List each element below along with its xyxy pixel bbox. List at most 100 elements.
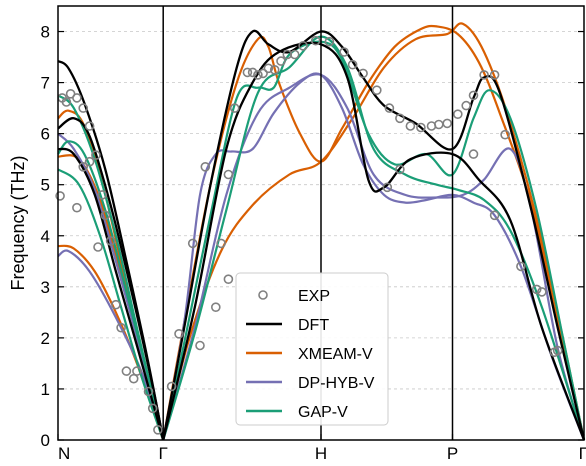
exp-point <box>537 287 547 297</box>
legend-label: DP-HYB-V <box>298 375 375 392</box>
exp-point <box>516 261 526 272</box>
exp-point <box>55 191 65 201</box>
exp-point <box>324 36 335 47</box>
y-axis-label: Frequency (THz) <box>8 155 28 290</box>
legend-marker <box>258 290 268 300</box>
dft-branch <box>57 117 165 441</box>
exp-point <box>72 202 82 213</box>
exp-point <box>382 182 393 193</box>
legend-entry-xmeam-v: XMEAM-V <box>246 346 373 363</box>
exp-point <box>247 67 258 78</box>
exp-point <box>84 156 95 167</box>
dp-hyb-v-branch <box>57 249 165 441</box>
exp-point <box>263 63 274 74</box>
exp-point <box>269 65 280 75</box>
xmeam-v-branch <box>57 244 165 441</box>
gap-v-branch <box>57 94 165 441</box>
exp-point <box>78 162 88 172</box>
exp-point <box>531 284 542 295</box>
exp-point <box>216 238 226 249</box>
exp-point <box>549 347 560 358</box>
exp-point <box>276 56 286 66</box>
exp-point <box>500 129 510 140</box>
exp-point <box>452 109 463 119</box>
exp-point <box>298 40 308 51</box>
dft-branch <box>162 41 586 441</box>
y-tick-label: 1 <box>41 380 50 399</box>
xmeam-v-branch <box>162 22 586 441</box>
exp-point <box>128 373 139 384</box>
exp-point <box>195 340 205 351</box>
exp-point <box>116 322 126 333</box>
exp-point <box>395 164 405 175</box>
exp-point <box>100 210 111 221</box>
legend: EXP DFT XMEAM-V DP-HYB-V GAP-V <box>235 272 389 426</box>
y-ticks: 0 1 2 3 4 5 6 7 8 <box>41 23 584 450</box>
series-gap-v <box>57 35 586 441</box>
legend-entry-exp: EXP <box>258 288 330 305</box>
exp-point <box>84 121 95 131</box>
exp-point <box>242 67 253 78</box>
exp-point <box>416 122 426 133</box>
x-tick-label: H <box>315 444 327 463</box>
exp-point <box>93 242 103 252</box>
exp-point <box>72 93 82 103</box>
exp-point <box>310 35 321 46</box>
exp-point <box>187 238 198 249</box>
y-tick-label: 7 <box>41 74 50 93</box>
exp-point <box>200 162 211 172</box>
x-tick-label: Γ <box>579 444 586 463</box>
x-tick-label: Γ <box>159 444 168 463</box>
series-layer <box>55 22 586 441</box>
exp-point <box>147 403 158 414</box>
exp-point <box>479 70 489 80</box>
dp-hyb-v-branch <box>57 132 165 441</box>
exp-point <box>78 103 88 113</box>
exp-point <box>121 366 132 376</box>
exp-point <box>153 424 163 435</box>
exp-point <box>253 70 263 80</box>
y-tick-label: 2 <box>41 329 50 348</box>
exp-point <box>211 302 221 313</box>
gap-v-branch <box>57 168 165 441</box>
exp-point <box>358 68 368 79</box>
exp-point <box>339 47 349 57</box>
y-tick-label: 4 <box>41 227 50 246</box>
legend-label: XMEAM-V <box>298 346 373 363</box>
exp-point <box>289 49 300 60</box>
y-tick-label: 6 <box>41 125 50 144</box>
exp-point <box>442 118 453 129</box>
exp-point <box>405 121 416 131</box>
exp-point <box>97 190 107 200</box>
y-tick-label: 8 <box>41 23 50 42</box>
gap-v-branch <box>162 35 586 441</box>
exp-point <box>489 70 500 80</box>
exp-point <box>166 381 177 392</box>
legend-entries: EXP DFT XMEAM-V DP-HYB-V GAP-V <box>246 288 375 421</box>
exp-point <box>347 59 358 70</box>
exp-point <box>468 90 479 101</box>
exp-point <box>468 149 479 159</box>
legend-label: DFT <box>298 317 329 334</box>
exp-point <box>91 150 101 160</box>
legend-entry-gap-v: GAP-V <box>246 404 348 421</box>
legend-entry-dp-hyb-v: DP-HYB-V <box>246 375 375 392</box>
exp-point <box>111 299 121 310</box>
exp-point <box>223 169 234 180</box>
legend-label: GAP-V <box>298 404 348 421</box>
y-tick-label: 3 <box>41 278 50 297</box>
y-tick-label: 0 <box>41 431 50 450</box>
legend-entry-dft: DFT <box>246 317 329 334</box>
exp-point <box>489 210 500 221</box>
exp-point <box>229 103 240 113</box>
exp-point <box>105 236 116 246</box>
exp-point <box>461 100 472 111</box>
legend-box <box>235 272 389 426</box>
exp-point <box>371 85 382 95</box>
exp-point <box>174 328 184 339</box>
exp-point <box>395 113 405 124</box>
legend-label: EXP <box>298 288 330 305</box>
exp-point <box>61 97 72 107</box>
